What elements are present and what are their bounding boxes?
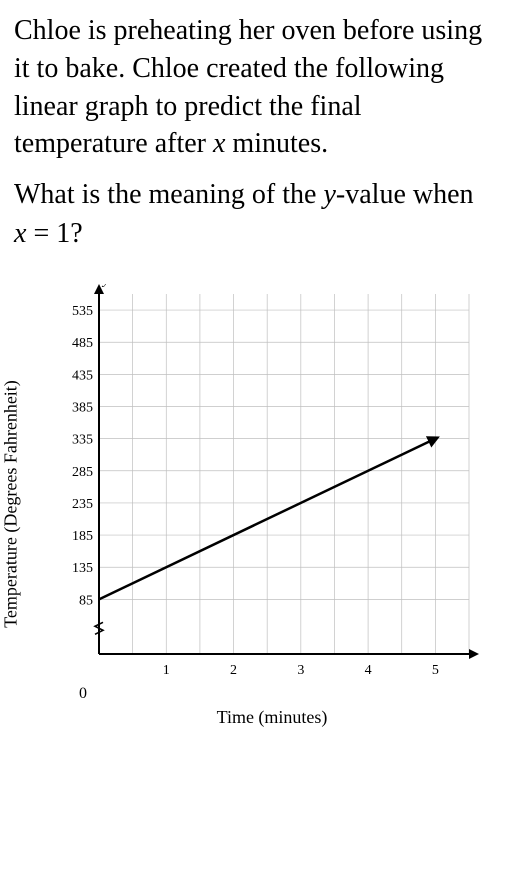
problem-question: What is the meaning of the y-value when … <box>14 175 491 253</box>
svg-text:3: 3 <box>297 663 304 678</box>
svg-text:4: 4 <box>365 663 372 678</box>
chart-container: Temperature (Degrees Fahrenheit) Time (m… <box>19 284 479 724</box>
question-mid: -value when <box>336 179 474 210</box>
svg-text:185: 185 <box>72 529 93 544</box>
y-axis-title: Temperature (Degrees Fahrenheit) <box>1 380 22 628</box>
svg-text:535: 535 <box>72 304 93 319</box>
svg-text:285: 285 <box>72 464 93 479</box>
svg-text:485: 485 <box>72 336 93 351</box>
svg-text:385: 385 <box>72 400 93 415</box>
var-x-context: x <box>213 128 225 159</box>
svg-text:85: 85 <box>79 593 93 608</box>
svg-text:235: 235 <box>72 496 93 511</box>
svg-text:135: 135 <box>72 561 93 576</box>
svg-text:335: 335 <box>72 432 93 447</box>
svg-text:0: 0 <box>79 685 87 702</box>
context-end: minutes. <box>225 128 328 159</box>
x-axis-title: Time (minutes) <box>217 707 328 728</box>
svg-text:2: 2 <box>230 663 237 678</box>
svg-text:y: y <box>101 284 110 288</box>
chart-svg: 8513518523528533538543548553512345yx0 <box>19 284 479 724</box>
question-eq: = 1? <box>26 218 82 249</box>
var-x-question: x <box>14 218 26 249</box>
problem-context: Chloe is preheating her oven before usin… <box>14 12 491 163</box>
svg-text:1: 1 <box>163 663 170 678</box>
svg-text:435: 435 <box>72 368 93 383</box>
question-start: What is the meaning of the <box>14 179 323 210</box>
svg-text:5: 5 <box>432 663 439 678</box>
var-y: y <box>323 179 335 210</box>
